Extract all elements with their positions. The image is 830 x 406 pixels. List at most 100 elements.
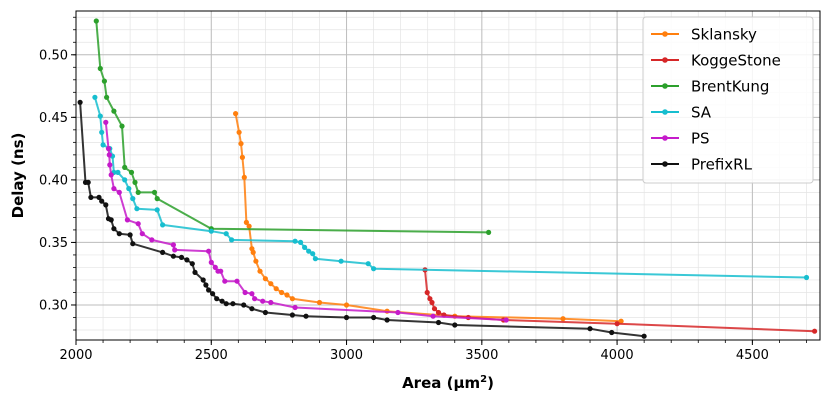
legend-swatch-marker [662, 83, 668, 89]
series-ps [103, 119, 509, 323]
x-axis-title-sup: 2 [480, 374, 487, 385]
data-point-ps [103, 119, 109, 125]
data-point-sklansky [257, 268, 263, 274]
legend-swatch-marker [662, 31, 668, 37]
data-point-prefixrl [230, 301, 236, 307]
data-point-koggestone [812, 328, 818, 334]
x-tick-label: 4000 [601, 348, 634, 363]
data-point-brentkung [154, 196, 160, 202]
legend-item-sa: SA [651, 104, 712, 122]
data-point-prefixrl [160, 249, 166, 255]
data-point-prefixrl [249, 306, 255, 312]
data-point-koggestone [435, 309, 442, 316]
legend-swatch-marker [662, 57, 668, 63]
data-point-prefixrl [88, 194, 94, 200]
data-point-prefixrl [609, 329, 615, 336]
data-point-sklansky [246, 223, 252, 229]
data-point-prefixrl [108, 217, 114, 223]
x-tick-label: 2500 [195, 348, 228, 363]
data-point-ps [172, 247, 178, 253]
data-point-sa [803, 274, 810, 281]
data-point-sa [223, 231, 229, 237]
series-prefixrl [77, 99, 647, 339]
data-point-sklansky [289, 296, 295, 302]
data-point-sklansky [618, 318, 624, 324]
data-point-brentkung [486, 229, 492, 235]
data-point-sklansky [262, 276, 268, 282]
data-point-brentkung [93, 18, 99, 24]
data-point-sa [292, 238, 298, 244]
data-point-sklansky [241, 174, 247, 180]
data-point-sa [126, 186, 132, 192]
data-point-prefixrl [116, 231, 122, 237]
data-point-prefixrl [435, 319, 442, 326]
data-point-prefixrl [223, 301, 229, 307]
data-point-ps [111, 186, 117, 192]
data-point-sa [208, 228, 214, 234]
x-tick-label: 2000 [59, 348, 92, 363]
data-point-sa [160, 222, 166, 228]
data-point-koggestone [429, 299, 435, 306]
legend-item-koggestone: KoggeStone [651, 52, 781, 70]
data-point-ps [105, 146, 112, 152]
data-point-prefixrl [203, 282, 209, 288]
data-point-brentkung [97, 65, 103, 72]
data-point-sklansky [250, 249, 256, 255]
data-point-ps [124, 217, 130, 223]
data-point-prefixrl [127, 232, 133, 238]
data-point-prefixrl [219, 298, 225, 304]
data-point-koggestone [431, 306, 438, 312]
series-brentkung [93, 18, 492, 235]
data-point-sa [338, 258, 344, 264]
data-point-brentkung [111, 108, 117, 114]
data-point-ps [430, 313, 436, 319]
data-point-prefixrl [452, 322, 458, 328]
data-point-ps [135, 221, 141, 227]
data-point-sklansky [233, 111, 239, 117]
data-point-sa [302, 244, 308, 250]
data-point-ps [268, 299, 274, 306]
data-point-prefixrl [641, 333, 647, 339]
y-tick-label: 0.50 [39, 48, 68, 63]
y-axis-title: Delay (ns) [9, 133, 27, 219]
legend-swatch-marker [662, 109, 668, 115]
data-point-brentkung [119, 123, 125, 129]
legend-label: Sklansky [691, 26, 757, 44]
data-point-prefixrl [210, 291, 216, 297]
legend-item-ps: PS [651, 130, 710, 148]
data-point-prefixrl [303, 313, 309, 319]
data-point-sklansky [243, 219, 249, 225]
data-point-brentkung [122, 164, 128, 170]
axes: 2000 2500 3000 3500 4000 4500 0.30 0.35 0.40 0.45… [39, 16, 807, 363]
data-point-prefixrl [384, 317, 390, 323]
legend-swatch-marker [662, 161, 668, 167]
legend[interactable]: Sklansky KoggeStone BrentKung SA PS PrefixRL [642, 16, 814, 184]
legend-label: SA [691, 104, 712, 122]
data-point-ps [503, 317, 509, 323]
y-tick-label: 0.45 [39, 111, 68, 126]
legend-label: PrefixRL [691, 156, 753, 174]
data-point-sa [306, 248, 312, 254]
data-point-ps [107, 162, 113, 168]
x-tick-label: 3000 [330, 348, 363, 363]
data-point-sa [365, 261, 371, 267]
data-point-prefixrl [371, 314, 377, 321]
data-point-sa [99, 129, 105, 135]
data-point-sa [100, 142, 106, 148]
data-point-sklansky [279, 289, 285, 296]
y-tick-label: 0.35 [39, 236, 68, 251]
data-point-sklansky [284, 292, 290, 298]
data-point-prefixrl [130, 241, 136, 247]
data-point-sa [298, 239, 304, 245]
data-point-sklansky [239, 154, 245, 160]
x-tick-label: 4500 [736, 348, 769, 363]
data-point-koggestone [614, 321, 620, 327]
data-point-ps [218, 268, 224, 274]
data-point-prefixrl [96, 194, 102, 200]
data-point-koggestone [427, 296, 433, 302]
data-point-prefixrl [85, 179, 91, 185]
data-point-sklansky [343, 302, 350, 308]
data-point-brentkung [104, 94, 110, 100]
